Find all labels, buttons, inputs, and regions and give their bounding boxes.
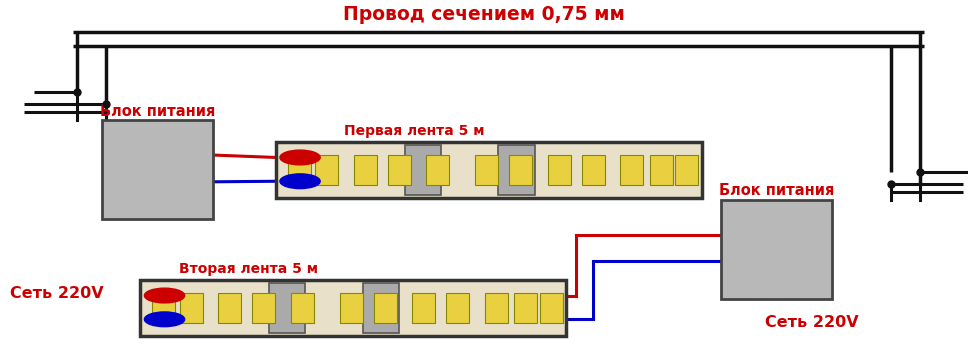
Bar	[475, 155, 499, 185]
Bar	[363, 283, 399, 333]
Bar	[152, 293, 175, 323]
Bar	[412, 293, 435, 323]
Bar	[219, 293, 241, 323]
Circle shape	[144, 312, 185, 327]
Bar	[388, 155, 410, 185]
Bar	[102, 120, 213, 219]
Circle shape	[144, 288, 185, 303]
Bar	[354, 155, 377, 185]
Bar	[548, 155, 570, 185]
Text: Блок питания: Блок питания	[100, 104, 215, 119]
Bar	[509, 155, 532, 185]
Text: Первая лента 5 м: Первая лента 5 м	[344, 124, 484, 138]
Text: Провод сечением 0,75 мм: Провод сечением 0,75 мм	[343, 5, 625, 24]
Circle shape	[280, 174, 320, 189]
Bar	[499, 145, 534, 195]
Bar	[721, 200, 832, 299]
Bar	[253, 293, 275, 323]
Bar	[650, 155, 673, 185]
Circle shape	[280, 150, 320, 165]
Bar	[340, 293, 363, 323]
Text: Блок питания: Блок питания	[719, 183, 834, 198]
Bar	[620, 155, 643, 185]
Bar	[180, 293, 203, 323]
Bar	[316, 155, 339, 185]
Bar	[485, 293, 507, 323]
Bar	[290, 293, 314, 323]
Bar	[287, 155, 311, 185]
Bar	[374, 293, 397, 323]
Bar	[676, 155, 698, 185]
Bar	[405, 145, 441, 195]
Bar	[446, 293, 469, 323]
Bar	[276, 142, 702, 198]
Bar	[426, 155, 449, 185]
Bar	[140, 280, 566, 336]
Text: Вторая лента 5 м: Вторая лента 5 м	[179, 262, 318, 276]
Bar	[514, 293, 537, 323]
Bar	[269, 283, 305, 333]
Text: Сеть 220V: Сеть 220V	[10, 286, 104, 301]
Bar	[540, 293, 562, 323]
Text: Сеть 220V: Сеть 220V	[765, 315, 859, 330]
Bar	[582, 155, 605, 185]
